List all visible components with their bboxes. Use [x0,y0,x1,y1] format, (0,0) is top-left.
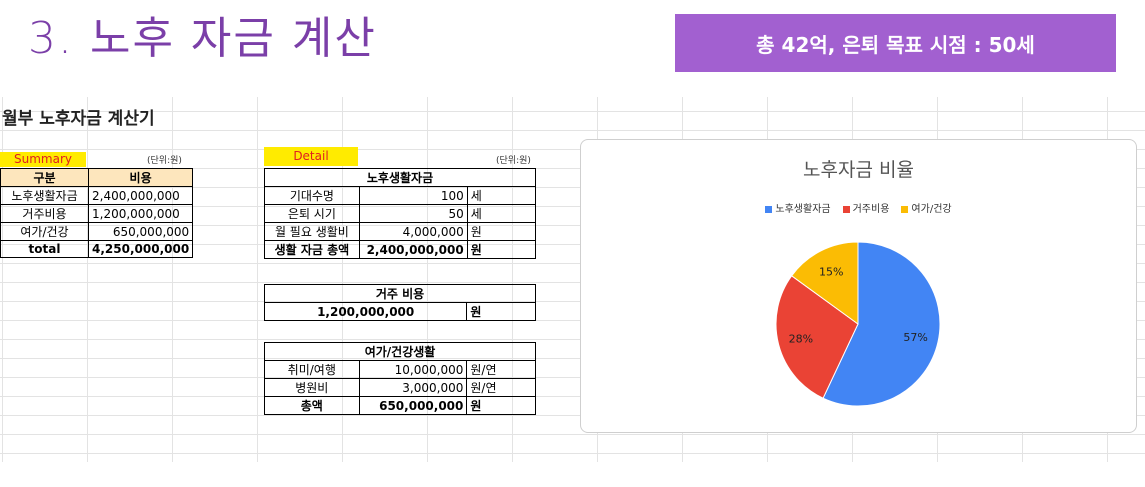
table-row: 월 필요 생활비 4,000,000 원 [264,222,537,241]
legend-label: 노후생활자금 [775,204,831,215]
table-row: 노후생활자금 2,400,000,000 [0,186,194,205]
summary-label: 거주비용 [0,204,89,223]
pie-chart: 57% 28% 15% [775,241,941,407]
housing-cost-table: 거주 비용 1,200,000,000 원 [263,284,536,321]
detail-label: 은퇴 시기 [264,204,360,223]
table-row: total 4,250,000,000 [0,240,194,258]
detail-label: 기대수명 [264,186,360,205]
table-row: 취미/여행 10,000,000 원/연 [264,360,536,379]
living-cost-table: 노후생활자금 기대수명 100 세 은퇴 시기 50 세 월 필요 생활비 4,… [264,168,537,259]
summary-value: 2,400,000,000 [87,186,194,205]
summary-total-label: total [0,240,89,258]
legend-item: 거주비용 [842,200,890,215]
detail-value: 3,000,000 [358,378,468,397]
housing-value: 1,200,000,000 [263,302,468,321]
table-row: 여가/건강생활 [264,342,536,361]
legend-swatch [765,205,773,213]
detail-value: 100 [358,186,468,205]
table-row: 1,200,000,000 원 [263,302,536,321]
summary-label: 노후생활자금 [0,186,89,205]
detail-total-value: 2,400,000,000 [358,240,468,259]
detail-label: 취미/여행 [264,360,360,379]
table-row: 거주비용 1,200,000,000 [0,204,194,223]
detail-unit-cell: 원/연 [466,360,536,379]
detail-value: 4,000,000 [358,222,468,241]
detail-unit-cell: 원 [466,222,537,241]
detail-unit: (단위:원) [496,156,531,166]
housing-unit: 원 [466,302,536,321]
detail-unit-cell: 원/연 [466,378,536,397]
detail-total-unit: 원 [466,240,537,259]
detail-total-value: 650,000,000 [358,396,468,415]
pie-data-label: 28% [789,333,813,346]
summary-total-value: 4,250,000,000 [87,240,194,258]
calculator-title: 월부 노후자금 계산기 [2,109,155,129]
detail-value: 10,000,000 [358,360,468,379]
summary-col-category: 구분 [0,168,89,187]
summary-label: 여가/건강 [0,222,89,241]
legend-item: 노후생활자금 [765,200,831,215]
table-row: 총액 650,000,000 원 [264,396,536,415]
table-row: 기대수명 100 세 [264,186,537,205]
detail-unit-cell: 세 [466,186,537,205]
summary-table: 구분 비용 노후생활자금 2,400,000,000 거주비용 1,200,00… [0,168,194,258]
legend-label: 거주비용 [852,204,890,215]
pie-chart-card[interactable]: 노후자금 비율 노후생활자금 거주비용 여가/건강 57% 28% 15% [580,139,1137,433]
pie-data-label: 57% [903,331,927,344]
pie-slice-living[interactable] [822,241,941,407]
summary-value: 650,000,000 [87,222,194,241]
table-row: 여가/건강 650,000,000 [0,222,194,241]
table-row: 생활 자금 총액 2,400,000,000 원 [264,240,537,259]
summary-tag: Summary [0,152,86,167]
chart-legend: 노후생활자금 거주비용 여가/건강 [581,200,1136,215]
chart-title: 노후자금 비율 [803,159,914,181]
detail-value: 50 [358,204,468,223]
slide-heading: 3. 노후 자금 계산 [28,13,377,64]
detail-total-unit: 원 [466,396,536,415]
legend-swatch [901,205,909,213]
legend-item: 여가/건강 [901,200,952,215]
leisure-header: 여가/건강생활 [264,342,536,361]
legend-swatch [842,205,850,213]
leisure-cost-table: 여가/건강생활 취미/여행 10,000,000 원/연 병원비 3,000,0… [264,342,536,415]
detail-tag: Detail [264,147,358,166]
detail-unit-cell: 세 [466,204,537,223]
pie-data-label: 15% [819,265,843,278]
legend-label: 여가/건강 [911,204,952,215]
housing-header: 거주 비용 [264,284,536,303]
summary-header-row: 구분 비용 [0,168,194,187]
detail-total-label: 총액 [264,396,360,415]
summary-value: 1,200,000,000 [87,204,194,223]
table-row: 병원비 3,000,000 원/연 [264,378,536,397]
goal-banner: 총 42억, 은퇴 목표 시점 : 50세 [675,14,1116,72]
detail-label: 월 필요 생활비 [264,222,360,241]
table-row: 거주 비용 [264,284,536,303]
pie-slice-housing[interactable] [775,275,859,399]
table-row: 은퇴 시기 50 세 [264,204,537,223]
summary-unit: (단위:원) [147,156,182,166]
table-row: 노후생활자금 [264,168,536,187]
detail-total-label: 생활 자금 총액 [264,240,360,259]
pie-slice-leisure[interactable] [790,241,859,325]
living-header: 노후생활자금 [264,168,536,187]
detail-label: 병원비 [264,378,360,397]
summary-col-cost: 비용 [87,168,194,187]
